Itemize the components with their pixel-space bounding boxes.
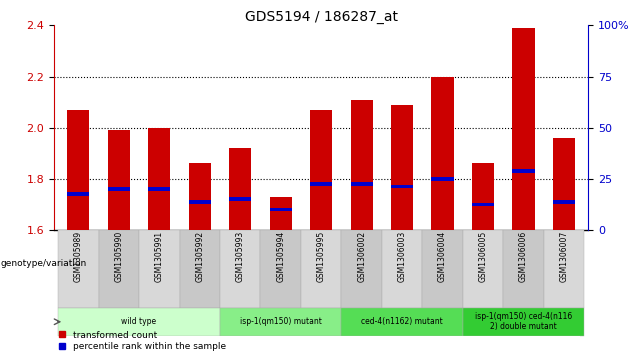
Bar	[99, 230, 139, 308]
Bar	[58, 230, 99, 308]
Bar	[553, 200, 575, 204]
Text: isp-1(qm150) ced-4(n116
2) double mutant: isp-1(qm150) ced-4(n116 2) double mutant	[475, 312, 572, 331]
Bar	[67, 192, 90, 196]
Text: GSM1306004: GSM1306004	[438, 231, 447, 282]
Text: GSM1305995: GSM1305995	[317, 231, 326, 282]
Text: GSM1306006: GSM1306006	[519, 231, 528, 282]
Bar	[553, 138, 575, 230]
Text: GSM1306007: GSM1306007	[560, 231, 569, 282]
Bar	[513, 28, 535, 230]
Bar	[58, 308, 220, 336]
Text: GSM1305994: GSM1305994	[276, 231, 285, 282]
Bar	[301, 230, 342, 308]
Bar	[139, 230, 179, 308]
Bar	[513, 169, 535, 173]
Bar	[229, 197, 251, 201]
Bar	[148, 128, 170, 230]
Bar	[179, 230, 220, 308]
Title: GDS5194 / 186287_at: GDS5194 / 186287_at	[245, 11, 398, 24]
Text: GSM1305993: GSM1305993	[236, 231, 245, 282]
Bar	[189, 163, 211, 230]
Bar	[472, 163, 494, 230]
Bar	[382, 230, 422, 308]
Text: GSM1306003: GSM1306003	[398, 231, 406, 282]
Text: wild type: wild type	[121, 317, 156, 326]
Bar	[220, 308, 342, 336]
Text: genotype/variation: genotype/variation	[1, 259, 87, 268]
Text: GSM1305991: GSM1305991	[155, 231, 164, 282]
Bar	[261, 230, 301, 308]
Bar	[310, 182, 333, 186]
Bar	[54, 336, 580, 356]
Bar	[342, 308, 463, 336]
Bar	[422, 230, 463, 308]
Text: GSM1306005: GSM1306005	[478, 231, 488, 282]
Bar	[391, 105, 413, 230]
Bar	[270, 197, 292, 230]
Bar	[220, 230, 261, 308]
Bar	[391, 185, 413, 188]
Bar	[544, 230, 584, 308]
Bar	[463, 308, 584, 336]
Text: GSM1305990: GSM1305990	[114, 231, 123, 282]
Text: GSM1306002: GSM1306002	[357, 231, 366, 282]
Bar	[310, 110, 333, 230]
Bar	[463, 230, 503, 308]
Text: ced-4(n1162) mutant: ced-4(n1162) mutant	[361, 317, 443, 326]
Bar	[431, 177, 453, 180]
Legend: transformed count, percentile rank within the sample: transformed count, percentile rank withi…	[59, 331, 226, 351]
Bar	[472, 203, 494, 206]
Bar	[350, 182, 373, 186]
Bar	[431, 77, 453, 230]
Text: isp-1(qm150) mutant: isp-1(qm150) mutant	[240, 317, 322, 326]
Bar	[350, 99, 373, 230]
Text: GSM1305992: GSM1305992	[195, 231, 204, 282]
Text: GSM1305989: GSM1305989	[74, 231, 83, 282]
Bar	[148, 187, 170, 191]
Bar	[342, 230, 382, 308]
Bar	[503, 230, 544, 308]
Bar	[189, 200, 211, 204]
Bar	[67, 110, 90, 230]
Bar	[107, 130, 130, 230]
Bar	[270, 208, 292, 211]
Bar	[229, 148, 251, 230]
Bar	[107, 187, 130, 191]
